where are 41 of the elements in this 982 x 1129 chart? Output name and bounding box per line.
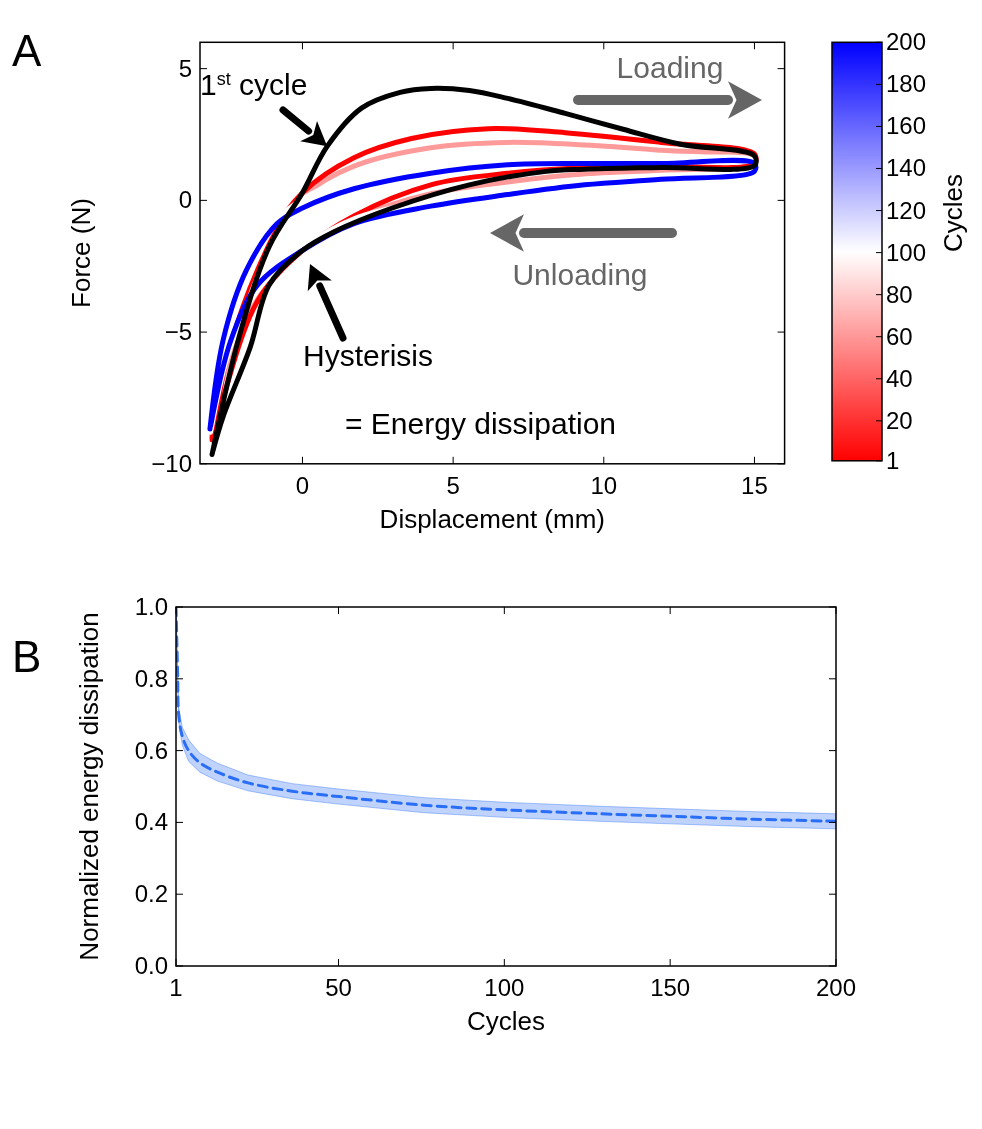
y-tick-label: 0 xyxy=(178,186,192,214)
y-tick-label: 0.2 xyxy=(134,880,168,908)
color-bar-label: 40 xyxy=(886,364,913,392)
chart-title: A xyxy=(12,26,42,75)
x-tick-label: 5 xyxy=(446,471,460,499)
x-tick-label: 10 xyxy=(590,471,618,499)
color-bar-label: 1 xyxy=(886,446,900,474)
x-tick-label: 150 xyxy=(650,974,691,1001)
x-tick-label: 0 xyxy=(295,471,310,499)
y-tick-label: −5 xyxy=(164,318,192,346)
y-tick-label: 0.4 xyxy=(134,808,168,836)
color-bar-label: 100 xyxy=(886,238,927,266)
y-tick-label: 0.6 xyxy=(134,736,168,764)
x-tick-label: 200 xyxy=(815,974,857,1001)
color-bar-label: 180 xyxy=(886,70,927,98)
color-bar-label: 120 xyxy=(886,196,927,224)
annotation: Hysterisis = Energy dissipation xyxy=(303,339,616,440)
x-axis-title: Cycles xyxy=(466,1006,546,1036)
color-bar-label: 200 xyxy=(886,28,927,56)
x-tick-label: 1 xyxy=(169,974,183,1001)
color-bar-label: 160 xyxy=(886,112,927,140)
annotation: Loading xyxy=(616,51,724,84)
color-bar-label: 140 xyxy=(886,154,927,182)
annotation: Unloading xyxy=(512,258,648,291)
annotation: 1$^{st}$ cycle xyxy=(200,68,308,101)
color-bar-title: Cycles xyxy=(938,174,968,253)
color-bar-label: 80 xyxy=(886,280,913,308)
x-tick-label: 50 xyxy=(325,974,352,1001)
x-tick-label: 100 xyxy=(484,974,525,1001)
color-bar-label: 60 xyxy=(886,322,913,350)
y-tick-label: 5 xyxy=(178,54,192,82)
x-tick-label: 15 xyxy=(741,471,768,499)
y-axis-title: Force (N) xyxy=(66,198,96,308)
y-axis-title: Normalized energy dissipation xyxy=(74,612,104,961)
y-tick-label: −10 xyxy=(151,449,192,477)
color-bar-label: 20 xyxy=(886,406,913,434)
y-tick-label: 0.0 xyxy=(134,952,168,979)
x-axis-title: Displacement (mm) xyxy=(379,503,605,534)
y-tick-label: 0.8 xyxy=(134,664,168,692)
y-tick-label: 1.0 xyxy=(134,593,168,620)
text: B xyxy=(12,632,42,681)
